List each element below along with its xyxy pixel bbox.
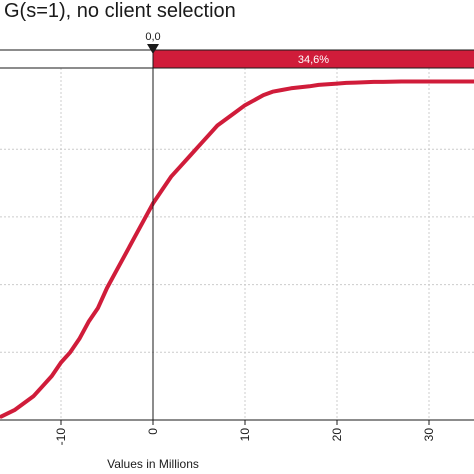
band-label: 34,6% xyxy=(298,54,329,66)
x-tick-label: 10 xyxy=(238,428,252,442)
marker-layer: 0,0 xyxy=(145,31,161,420)
band-bar xyxy=(153,50,474,68)
x-tick-label: 0 xyxy=(146,428,160,435)
x-tick-label: 30 xyxy=(422,428,436,442)
chart-title: G(s=1), no client selection xyxy=(4,0,236,22)
series-line xyxy=(0,79,474,419)
marker-label: 0,0 xyxy=(145,31,160,43)
line-layer xyxy=(0,79,474,419)
plot-background xyxy=(0,68,474,420)
x-tick-label: 20 xyxy=(330,428,344,442)
band-layer: 34,6% xyxy=(153,50,474,68)
marker-triangle xyxy=(147,44,159,54)
x-axis-label: Values in Millions xyxy=(107,457,199,471)
x-tick-label: -10 xyxy=(54,428,68,446)
tick-layer: -10 0 10 20 30 xyxy=(54,420,436,445)
